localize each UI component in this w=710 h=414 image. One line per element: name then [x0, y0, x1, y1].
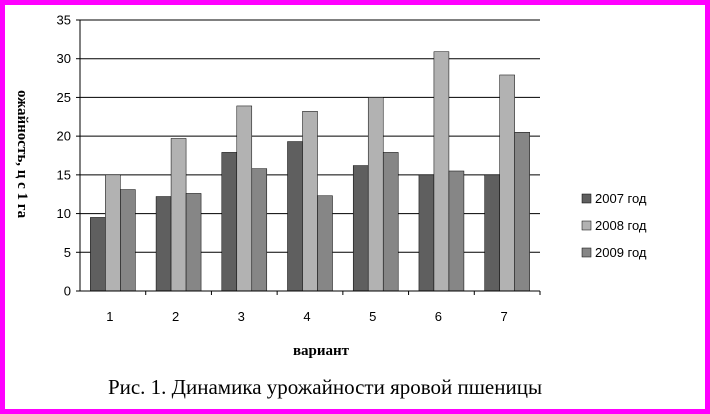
legend-swatch	[581, 193, 592, 204]
figure-caption: Рис. 1. Динамика урожайности яровой пшен…	[107, 375, 543, 399]
bar-2007-год-cat-1	[90, 217, 106, 292]
x-tick-label: 6	[435, 309, 442, 324]
bar-2007-год-cat-5	[352, 165, 369, 292]
legend-label: 2009 год	[595, 245, 647, 260]
bar-2007-год-cat-6	[418, 174, 435, 292]
y-tick-label: 20	[57, 129, 71, 144]
bar-2009-год-cat-4	[317, 195, 333, 292]
bar-2008-год-cat-2	[170, 138, 187, 292]
y-tick-label: 5	[64, 245, 71, 260]
bar-2007-год-cat-7	[484, 174, 500, 292]
y-tick-label: 30	[57, 51, 71, 66]
bar-2009-год-cat-6	[448, 170, 465, 292]
y-axis-label: ожайность, ц с 1 га	[14, 90, 30, 219]
x-tick-label: 2	[172, 309, 179, 324]
y-tick-label: 35	[57, 13, 71, 28]
x-tick-label: 5	[369, 309, 376, 324]
bar-2008-год-cat-1	[105, 174, 121, 292]
y-tick-label: 0	[64, 284, 71, 299]
bar-2009-год-cat-1	[120, 189, 136, 292]
legend: 2007 год 2008 год 2009 год	[581, 191, 647, 260]
bar-2008-год-cat-7	[499, 74, 515, 292]
legend-swatch	[581, 247, 592, 258]
bar-2008-год-cat-3	[236, 105, 253, 292]
y-tick-label: 10	[57, 206, 71, 221]
x-tick-label: 4	[303, 309, 310, 324]
y-tick-label: 15	[57, 167, 71, 182]
x-axis-label: вариант	[292, 343, 350, 359]
x-tick-label: 1	[106, 309, 113, 324]
axes	[76, 19, 541, 295]
bar-2008-год-cat-4	[302, 111, 318, 292]
bars	[90, 51, 530, 292]
legend-label: 2007 год	[595, 191, 647, 206]
bar-2009-год-cat-7	[514, 132, 530, 292]
bar-2007-год-cat-3	[221, 152, 238, 292]
x-tick-label: 7	[501, 309, 508, 324]
bar-2009-год-cat-5	[382, 152, 399, 292]
bar-2007-год-cat-4	[287, 141, 303, 292]
tick-labels: 0 5 10 15 20 25 30 35 1 2 3 4 5 6 7	[57, 13, 508, 325]
bar-2008-год-cat-6	[433, 51, 450, 292]
bar-2009-год-cat-3	[251, 168, 268, 292]
y-tick-label: 25	[57, 90, 71, 105]
bar-2008-год-cat-5	[367, 97, 384, 292]
bar-2009-год-cat-2	[185, 193, 202, 292]
legend-label: 2008 год	[595, 218, 647, 233]
x-tick-label: 3	[238, 309, 245, 324]
bar-2007-год-cat-2	[155, 196, 172, 292]
legend-swatch	[581, 220, 592, 231]
